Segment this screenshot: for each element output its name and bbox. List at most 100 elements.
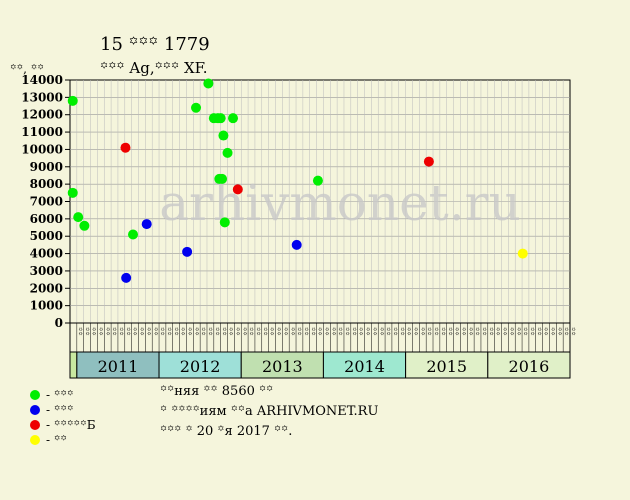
data-point (312, 175, 323, 186)
y-tick-label: 14000 (21, 73, 63, 87)
data-point (291, 239, 302, 250)
month-label: ꙳꙳ (376, 327, 385, 336)
data-point (222, 147, 233, 158)
y-tick-label: 11000 (21, 125, 63, 139)
y-tick-label: 1000 (30, 299, 63, 313)
month-label: ꙳꙳ (561, 327, 570, 336)
month-label: ꙳꙳ (355, 327, 364, 336)
month-label: ꙳꙳ (191, 327, 200, 336)
month-label: ꙳꙳ (81, 327, 90, 336)
month-label: ꙳꙳ (170, 327, 179, 336)
y-tick-label: 10000 (21, 142, 63, 156)
data-point (120, 142, 131, 153)
legend-marker (30, 390, 40, 400)
month-label: ꙳꙳ (479, 327, 488, 336)
year-label: 2013 (262, 357, 303, 376)
month-label: ꙳꙳ (465, 327, 474, 336)
month-label: ꙳꙳ (184, 327, 193, 336)
year-label: 2015 (426, 357, 467, 376)
month-label: ꙳꙳ (198, 327, 207, 336)
data-point (217, 173, 228, 184)
month-label: ꙳꙳ (547, 327, 556, 336)
legend-item: - ꙳꙳꙳ (30, 386, 74, 403)
month-label: ꙳꙳ (300, 327, 309, 336)
data-point (219, 217, 230, 228)
data-point (423, 156, 434, 167)
legend-label: - ꙳꙳꙳ (46, 388, 74, 402)
month-label: ꙳꙳ (444, 327, 453, 336)
month-label: ꙳꙳ (74, 327, 83, 336)
month-label: ꙳꙳ (424, 327, 433, 336)
month-label: ꙳꙳ (348, 327, 357, 336)
legend-label: - ꙳꙳ (46, 433, 67, 447)
data-point (79, 220, 90, 231)
year-cell (76, 351, 160, 379)
month-label: ꙳꙳ (328, 327, 337, 336)
year-cell (487, 351, 571, 379)
year-cell-start (69, 351, 78, 379)
legend-item: - ꙳꙳ (30, 431, 67, 448)
data-point (182, 246, 193, 257)
month-label: ꙳꙳ (273, 327, 282, 336)
y-tick-label: 4000 (30, 247, 63, 261)
chart-title: 15 ꙳꙳꙳ 1779 (100, 34, 210, 55)
data-point (121, 272, 132, 283)
y-tick-label: 0 (55, 316, 63, 330)
month-label: ꙳꙳ (259, 327, 268, 336)
month-label: ꙳꙳ (383, 327, 392, 336)
month-label: ꙳꙳ (451, 327, 460, 336)
month-label: ꙳꙳ (431, 327, 440, 336)
month-label: ꙳꙳ (205, 327, 214, 336)
month-label: ꙳꙳ (335, 327, 344, 336)
month-label: ꙳꙳ (163, 327, 172, 336)
month-label: ꙳꙳ (321, 327, 330, 336)
month-label: ꙳꙳ (417, 327, 426, 336)
data-point (203, 78, 214, 89)
month-label: ꙳꙳ (362, 327, 371, 336)
info-source: ꙳ ꙳꙳꙳꙳иям ꙳꙳а ARHIVMONET.RU (160, 404, 379, 419)
y-tick-label: 12000 (21, 108, 63, 122)
year-cell (322, 351, 407, 379)
year-label: 2014 (344, 357, 385, 376)
month-label: ꙳꙳ (314, 327, 323, 336)
legend-marker (30, 405, 40, 415)
info-date: ꙳꙳꙳ ꙳ 20 ꙳я 2017 ꙳꙳. (160, 424, 293, 439)
year-cell (240, 351, 324, 379)
data-point (215, 113, 226, 124)
month-label: ꙳꙳ (287, 327, 296, 336)
data-point (73, 212, 84, 223)
month-label: ꙳꙳ (458, 327, 467, 336)
month-label: ꙳꙳ (554, 327, 563, 336)
year-label: 2016 (509, 357, 550, 376)
month-label: ꙳꙳ (307, 327, 316, 336)
legend-item: - ꙳꙳꙳꙳꙳Б (30, 416, 96, 433)
month-label: ꙳꙳ (280, 327, 289, 336)
y-tick-label: 5000 (30, 229, 63, 243)
y-tick-label: 8000 (30, 177, 63, 191)
year-label: 2011 (98, 357, 139, 376)
y-tick-label: 3000 (30, 264, 63, 278)
legend-marker (30, 435, 40, 445)
data-point (228, 113, 239, 124)
month-label: ꙳꙳ (410, 327, 419, 336)
data-point (141, 219, 152, 230)
month-label: ꙳꙳ (239, 327, 248, 336)
month-label: ꙳꙳ (342, 327, 351, 336)
month-label: ꙳꙳ (211, 327, 220, 336)
month-label: ꙳꙳ (506, 327, 515, 336)
y-tick-label: 9000 (30, 160, 63, 174)
month-label: ꙳꙳ (437, 327, 446, 336)
month-label: ꙳꙳ (136, 327, 145, 336)
month-label: ꙳꙳ (88, 327, 97, 336)
y-tick-label: 7000 (30, 195, 63, 209)
month-label: ꙳꙳ (116, 327, 125, 336)
year-cell (405, 351, 489, 379)
month-label: ꙳꙳ (218, 327, 227, 336)
month-label: ꙳꙳ (485, 327, 494, 336)
year-cell (158, 351, 242, 379)
data-point (128, 229, 139, 240)
month-label: ꙳꙳ (246, 327, 255, 336)
year-label: 2012 (180, 357, 221, 376)
month-label: ꙳꙳ (143, 327, 152, 336)
month-label: ꙳꙳ (533, 327, 542, 336)
